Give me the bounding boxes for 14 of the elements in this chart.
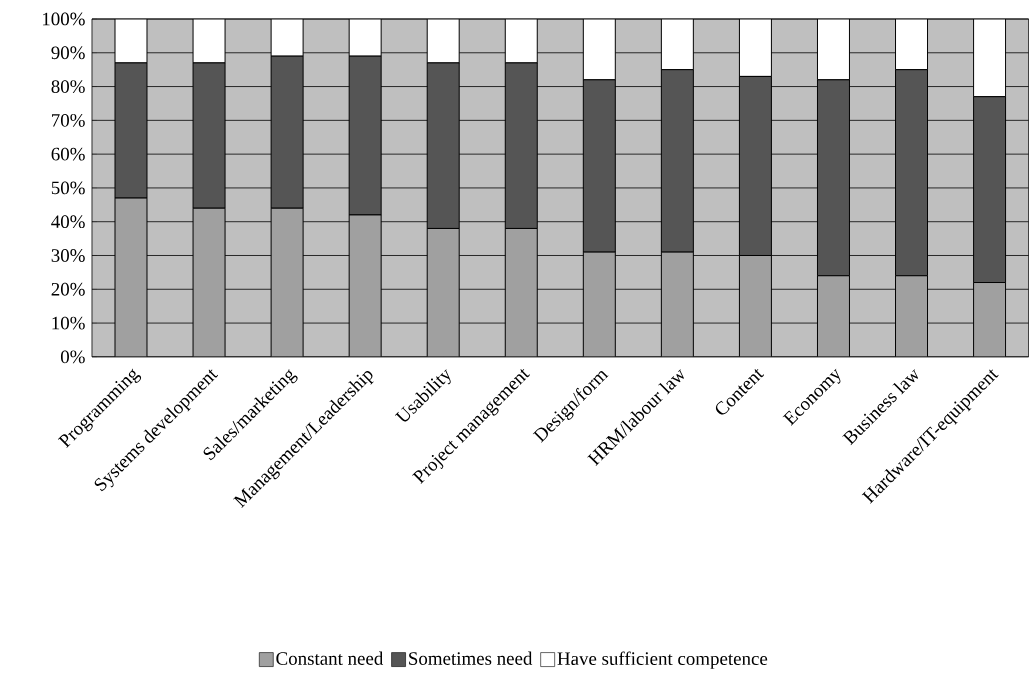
y-tick-label: 10%: [52, 316, 85, 330]
y-tick-label: 70%: [52, 114, 85, 127]
y-tick-label: 30%: [51, 249, 85, 263]
legend-label: Constant need: [276, 651, 384, 666]
y-tick-label: 40%: [51, 215, 85, 229]
y-tick-label: 100%: [42, 12, 85, 26]
legend-label: Sometimes need: [409, 651, 533, 666]
y-tick-label: 90%: [51, 46, 85, 60]
y-tick-label: 0%: [60, 350, 85, 364]
y-tick-label: 50%: [51, 181, 85, 195]
legend-label: Have sufficient competence: [557, 651, 768, 669]
y-tick-label: 80%: [51, 80, 85, 94]
y-tick-label: 60%: [51, 147, 85, 161]
y-tick-label: 20%: [51, 283, 85, 296]
